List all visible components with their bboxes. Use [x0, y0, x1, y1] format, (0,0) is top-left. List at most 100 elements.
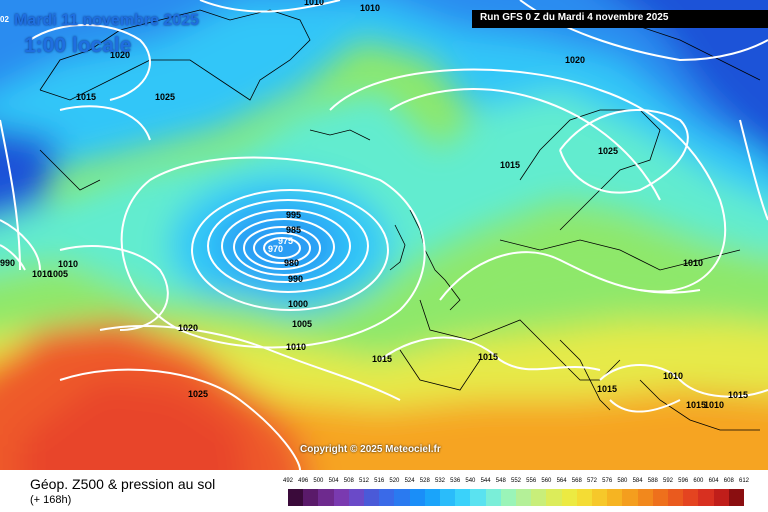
isobar-label: 1025	[188, 389, 208, 399]
scale-tick-label: 524	[404, 478, 415, 484]
scale-tick-label: 536	[450, 478, 461, 484]
scale-swatch	[318, 489, 335, 506]
isobar-label: 1000	[288, 299, 308, 309]
scale-swatch	[546, 489, 563, 506]
run-info-box: Run GFS 0 Z du Mardi 4 novembre 2025	[472, 10, 768, 28]
scale-swatch	[576, 489, 593, 506]
isobar-label: 980	[284, 258, 299, 268]
weather-map: 1010 1010 1020 1015 1025 1020 1025 1015 …	[0, 0, 768, 470]
scale-tick-label: 572	[586, 478, 597, 484]
scale-swatch	[607, 489, 623, 506]
scale-tick-label: 576	[602, 478, 613, 484]
scale-tick-label: 544	[480, 478, 491, 484]
scale-tick-label: 516	[374, 478, 385, 484]
scale-tick-label: 584	[632, 478, 643, 484]
scale-swatch	[728, 489, 745, 506]
scale-swatch	[698, 489, 715, 506]
scale-tick-label: 512	[358, 478, 369, 484]
color-scale-legend: 492 496 500 504 508 512 516 520 524 528 532 536 540 5…	[282, 478, 754, 510]
scale-tick-label: 500	[313, 478, 324, 484]
scale-tick-label: 520	[389, 478, 400, 484]
isobar-label: 990	[288, 274, 303, 284]
isobar-label: 970	[268, 244, 283, 254]
isobar-label: 1005	[48, 269, 68, 279]
scale-tick-label: 496	[298, 478, 309, 484]
scale-swatch	[455, 489, 471, 506]
scale-swatch	[531, 489, 547, 506]
copyright-label: Copyright © 2025 Meteociel.fr	[300, 444, 441, 455]
scale-swatch	[652, 489, 669, 506]
scale-swatch	[500, 489, 517, 506]
run-info-label: Run GFS 0 Z du Mardi 4 novembre 2025	[480, 12, 669, 23]
isobar-label: 1020	[565, 55, 585, 65]
isobar-label: 1015	[728, 390, 748, 400]
isobar-label: 985	[286, 225, 301, 235]
scale-tick-label: 556	[526, 478, 537, 484]
scale-swatch	[409, 489, 426, 506]
forecast-date-label: Mardi 11 novembre 2025	[14, 12, 199, 29]
isobar-label: 1010	[58, 259, 78, 269]
scale-swatch	[622, 489, 639, 506]
isobar-label: 1015	[76, 92, 96, 102]
scale-tick-label: 588	[647, 478, 658, 484]
scale-swatch	[364, 489, 380, 506]
scale-swatch	[668, 489, 684, 506]
scale-tick-label: 596	[678, 478, 689, 484]
scale-tick-label: 604	[708, 478, 719, 484]
scale-swatch	[592, 489, 608, 506]
isobar-label: 1015	[478, 352, 498, 362]
scale-tick-label: 504	[328, 478, 339, 484]
scale-tick-label: 552	[510, 478, 521, 484]
isobar-label: 990	[0, 258, 15, 268]
scale-tick-label: 532	[434, 478, 445, 484]
isobar-label: 1005	[292, 319, 312, 329]
scale-swatch	[637, 489, 654, 506]
scale-tick-label: 540	[465, 478, 476, 484]
isobar-label: 1015	[597, 384, 617, 394]
scale-swatch	[440, 489, 456, 506]
isobar-label: 1015	[686, 400, 706, 410]
map-footer: Géop. Z500 & pression au sol (+ 168h) 49…	[0, 470, 768, 512]
scale-tick-label: 612	[738, 478, 749, 484]
scale-swatch	[348, 489, 365, 506]
isobar-label: 1025	[598, 146, 618, 156]
isobar-label: 1010	[704, 400, 724, 410]
isobar-label: 1015	[500, 160, 520, 170]
scale-swatch	[561, 489, 578, 506]
isobar-label: 1010	[360, 3, 380, 13]
scale-tick-label: 580	[617, 478, 628, 484]
scale-swatch	[713, 489, 730, 506]
scale-tick-label: 564	[556, 478, 567, 484]
isobar-label: 1025	[155, 92, 175, 102]
isobar-label: 1010	[32, 269, 52, 279]
scale-swatch	[424, 489, 441, 506]
scale-tick-label: 608	[723, 478, 734, 484]
isobar-label: 1010	[663, 371, 683, 381]
scale-swatch	[516, 489, 532, 506]
scale-swatch	[394, 489, 411, 506]
scale-swatch	[683, 489, 699, 506]
scale-tick-label: 528	[419, 478, 430, 484]
scale-tick-label: 548	[495, 478, 506, 484]
scale-swatch	[485, 489, 502, 506]
scale-tick-label: 568	[571, 478, 582, 484]
corner-label-fragment: 02	[0, 15, 9, 24]
product-title: Géop. Z500 & pression au sol	[30, 476, 216, 492]
map-canvas: 1010 1010 1020 1015 1025 1020 1025 1015 …	[0, 0, 768, 470]
scale-swatch	[288, 489, 304, 506]
isobar-label: 995	[286, 210, 301, 220]
scale-swatch	[303, 489, 319, 506]
isobar-label: 1020	[110, 50, 130, 60]
isobar-lines	[0, 0, 768, 470]
isobar-label: 1010	[304, 0, 324, 7]
geopotential-field	[0, 0, 768, 470]
scale-tick-label: 600	[693, 478, 704, 484]
forecast-range: (+ 168h)	[30, 494, 72, 506]
scale-tick-label: 592	[662, 478, 673, 484]
scale-swatch	[470, 489, 487, 506]
scale-tick-label: 508	[343, 478, 354, 484]
coastlines	[39, 9, 761, 431]
isobar-label: 1015	[372, 354, 392, 364]
isobar-labels: 1010 1010 1020 1015 1025 1020 1025 1015 …	[0, 0, 748, 410]
forecast-time-label: 1:00 locale	[24, 34, 132, 57]
